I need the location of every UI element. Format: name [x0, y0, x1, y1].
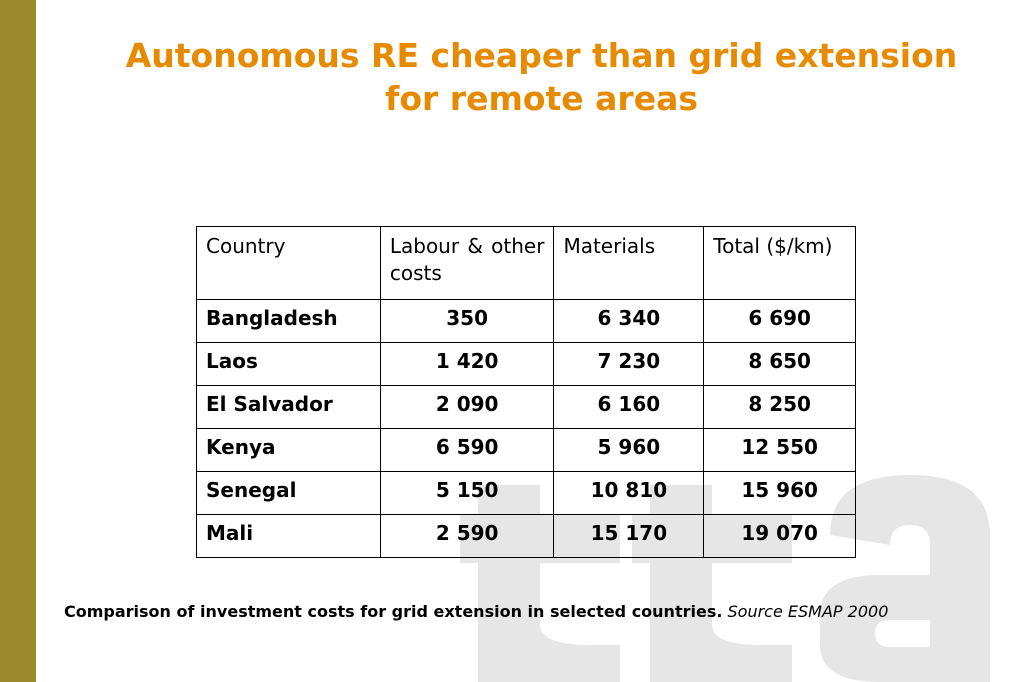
- cell-total: 12 550: [703, 428, 856, 472]
- table-row: El Salvador 2 090 6 160 8 250: [196, 385, 856, 429]
- cell-country: Bangladesh: [196, 299, 381, 343]
- cell-labour: 2 090: [379, 385, 555, 429]
- table-row: Bangladesh 350 6 340 6 690: [196, 299, 856, 343]
- cell-total: 8 250: [703, 385, 856, 429]
- caption-source: Source ESMAP 2000: [727, 602, 889, 621]
- table-row: Kenya 6 590 5 960 12 550: [196, 428, 856, 472]
- title-line-1: Autonomous RE cheaper than grid extensio…: [125, 36, 958, 75]
- table-row: Mali 2 590 15 170 19 070: [196, 514, 856, 558]
- header-country: Country: [196, 226, 381, 300]
- cell-materials: 10 810: [553, 471, 705, 515]
- cell-total: 15 960: [703, 471, 856, 515]
- cell-materials: 5 960: [553, 428, 705, 472]
- cell-country: Mali: [196, 514, 381, 558]
- header-total: Total ($/km): [703, 226, 856, 300]
- table-row: Laos 1 420 7 230 8 650: [196, 342, 856, 386]
- table-header-row: Country Labour & other costs Materials T…: [196, 226, 856, 300]
- cell-total: 8 650: [703, 342, 856, 386]
- cell-materials: 15 170: [553, 514, 705, 558]
- header-materials: Materials: [553, 226, 705, 300]
- cell-labour: 6 590: [379, 428, 555, 472]
- cell-country: Kenya: [196, 428, 381, 472]
- cell-labour: 350: [379, 299, 555, 343]
- caption-text: Comparison of investment costs for grid …: [64, 602, 723, 621]
- cell-materials: 6 340: [553, 299, 705, 343]
- cell-labour: 2 590: [379, 514, 555, 558]
- cell-total: 6 690: [703, 299, 856, 343]
- table-row: Senegal 5 150 10 810 15 960: [196, 471, 856, 515]
- page-title: Autonomous RE cheaper than grid extensio…: [60, 34, 1023, 120]
- cell-country: El Salvador: [196, 385, 381, 429]
- cost-table: Country Labour & other costs Materials T…: [196, 226, 856, 558]
- title-line-2: for remote areas: [385, 79, 698, 118]
- side-bar: [0, 0, 36, 682]
- cell-materials: 7 230: [553, 342, 705, 386]
- cell-country: Senegal: [196, 471, 381, 515]
- cell-total: 19 070: [703, 514, 856, 558]
- header-labour: Labour & other costs: [379, 226, 555, 300]
- cell-labour: 5 150: [379, 471, 555, 515]
- cell-materials: 6 160: [553, 385, 705, 429]
- cell-country: Laos: [196, 342, 381, 386]
- table-caption: Comparison of investment costs for grid …: [64, 602, 1014, 621]
- cell-labour: 1 420: [379, 342, 555, 386]
